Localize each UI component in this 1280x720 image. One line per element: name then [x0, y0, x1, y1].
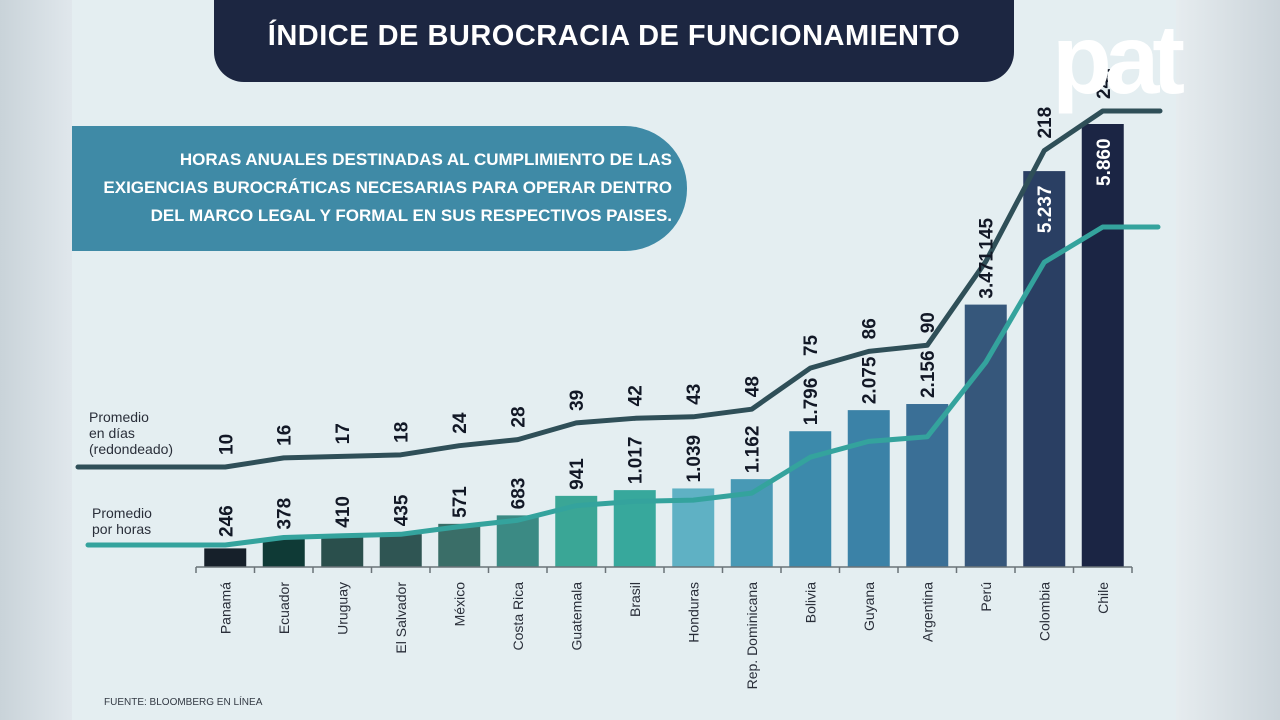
- bar: [204, 548, 247, 567]
- category-label: Argentina: [919, 582, 935, 642]
- source-note: FUENTE: BLOOMBERG EN LÍNEA: [104, 697, 263, 708]
- days-value-label: 48: [743, 376, 764, 397]
- days-value-label: 42: [626, 385, 647, 406]
- days-value-label: 86: [860, 318, 881, 339]
- hours-average-line: [85, 224, 1161, 548]
- category-label: Perú: [978, 582, 994, 612]
- value-labels: 246 378 410 435 571 683 941 1.017 1.039 1.162 1.79…: [216, 67, 1115, 537]
- bar: [1081, 124, 1124, 567]
- background-right: [1176, 0, 1280, 720]
- hours-value-label: 2.156: [918, 350, 939, 398]
- category-label: Uruguay: [334, 582, 350, 635]
- days-value-label: 24: [450, 412, 471, 434]
- days-value-label: 244: [1094, 67, 1115, 99]
- days-value-label: 90: [918, 312, 939, 333]
- hours-value-label: 3.471: [977, 251, 998, 299]
- days-value-label: 43: [684, 384, 705, 405]
- days-average-line: [75, 108, 1163, 470]
- category-label: Costa Rica: [510, 582, 526, 651]
- hours-value-label: 571: [450, 486, 471, 518]
- category-label: México: [451, 582, 467, 627]
- legend-days: Promedio en días (redondeado): [89, 409, 173, 457]
- hours-value-label: 1.796: [801, 378, 822, 426]
- days-value-label: 16: [275, 425, 296, 446]
- hours-value-label: 1.162: [743, 426, 764, 474]
- background-left: [0, 0, 72, 720]
- bar: [262, 538, 305, 567]
- x-axis-ticks: [195, 567, 1133, 573]
- hours-value-label: 2.075: [860, 356, 881, 404]
- hours-value-label: 246: [216, 505, 237, 537]
- subtitle-banner: [72, 126, 687, 251]
- legend-days-line-3: (redondeado): [89, 441, 174, 457]
- category-label: Panamá: [217, 582, 233, 634]
- days-value-label: 218: [1035, 107, 1056, 139]
- category-labels: Panamá Ecuador Uruguay El Salvador México Cos…: [217, 582, 1111, 690]
- pat-logo: pat: [1052, 4, 1185, 114]
- category-label: Guyana: [861, 582, 877, 631]
- days-value-label: 145: [977, 217, 998, 249]
- subtitle-line-1: HORAS ANUALES DESTINADAS AL CUMPLIMIENTO…: [179, 150, 672, 169]
- bar: [379, 534, 422, 567]
- hours-value-label: 5.860: [1094, 138, 1115, 186]
- category-label: Bolivia: [802, 582, 818, 623]
- hours-value-label: 435: [392, 494, 413, 526]
- hours-value-label: 941: [567, 458, 588, 490]
- legend-days-line-1: Promedio: [89, 409, 149, 425]
- category-label: Honduras: [685, 582, 701, 643]
- legend-days-line-2: en días: [89, 425, 135, 441]
- subtitle-line-2: EXIGENCIAS BUROCRÁTICAS NECESARIAS PARA …: [103, 178, 672, 197]
- hours-value-label: 410: [333, 496, 354, 528]
- bar: [1023, 171, 1066, 567]
- hours-value-label: 378: [275, 498, 296, 530]
- category-label: Guatemala: [568, 582, 584, 651]
- hours-value-label: 683: [509, 478, 530, 510]
- days-value-label: 18: [392, 422, 413, 443]
- category-label: El Salvador: [393, 582, 409, 654]
- legend-hours: Promedio por horas: [92, 505, 152, 537]
- legend-hours-line-1: Promedio: [92, 505, 152, 521]
- bar: [847, 410, 890, 567]
- bar: [438, 523, 481, 567]
- days-value-label: 28: [509, 406, 530, 427]
- bar: [964, 304, 1007, 567]
- category-label: Brasil: [627, 582, 643, 617]
- category-label: Colombia: [1036, 582, 1052, 641]
- hours-value-label: 1.039: [684, 435, 705, 483]
- bars: [204, 124, 1124, 567]
- bar: [321, 536, 364, 567]
- subtitle-line-3: DEL MARCO LEGAL Y FORMAL EN SUS RESPECTI…: [150, 206, 672, 225]
- days-value-label: 39: [567, 390, 588, 411]
- legend-hours-line-2: por horas: [92, 521, 152, 537]
- hours-value-label: 5.237: [1035, 186, 1056, 234]
- category-label: Rep. Dominicana: [744, 582, 760, 690]
- days-value-label: 17: [333, 423, 354, 444]
- title-banner: [214, 0, 1014, 82]
- days-value-label: 10: [216, 434, 237, 455]
- chart-title: ÍNDICE DE BUROCRACIA DE FUNCIONAMIENTO: [267, 20, 961, 52]
- days-value-label: 75: [801, 335, 822, 357]
- bar: [906, 404, 949, 567]
- hours-value-label: 1.017: [626, 437, 647, 485]
- category-label: Chile: [1095, 582, 1111, 614]
- category-label: Ecuador: [276, 582, 292, 634]
